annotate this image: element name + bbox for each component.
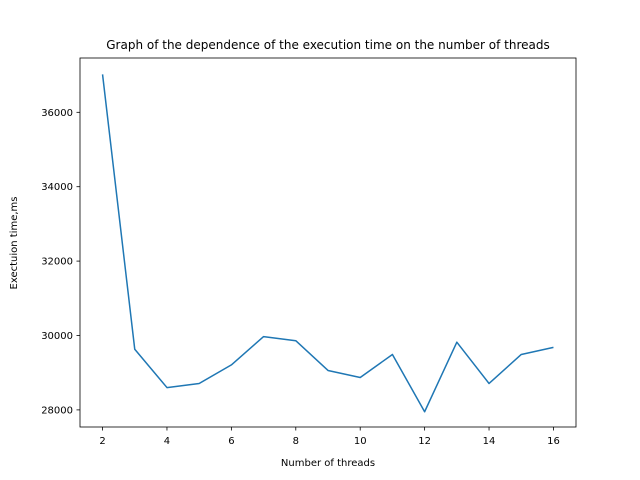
x-tick-label: 4 [164, 436, 170, 447]
series-layer [101, 74, 554, 413]
axes-frame [79, 57, 577, 428]
chart-title: Graph of the dependence of the execution… [106, 38, 550, 52]
x-tick-label: 10 [354, 436, 367, 447]
ticks-layer: 2 4 6 8 10 12 14 16 28000 30000 32000 34000 36000 [41, 108, 560, 447]
x-tick-label: 8 [293, 436, 299, 447]
y-axis-label: Exectuion time,ms [9, 197, 20, 290]
y-tick-label: 30000 [41, 331, 73, 342]
y-tick-label: 36000 [41, 108, 73, 119]
x-tick-label: 14 [483, 436, 496, 447]
plot-area [79, 57, 577, 428]
y-tick-label: 34000 [41, 182, 73, 193]
x-tick-label: 12 [418, 436, 431, 447]
x-tick-label: 2 [99, 436, 105, 447]
x-axis-label: Number of threads [281, 458, 375, 469]
x-tick-label: 6 [228, 436, 234, 447]
y-tick-label: 32000 [41, 257, 73, 268]
y-tick-label: 28000 [41, 405, 73, 416]
x-tick-label: 16 [547, 436, 560, 447]
